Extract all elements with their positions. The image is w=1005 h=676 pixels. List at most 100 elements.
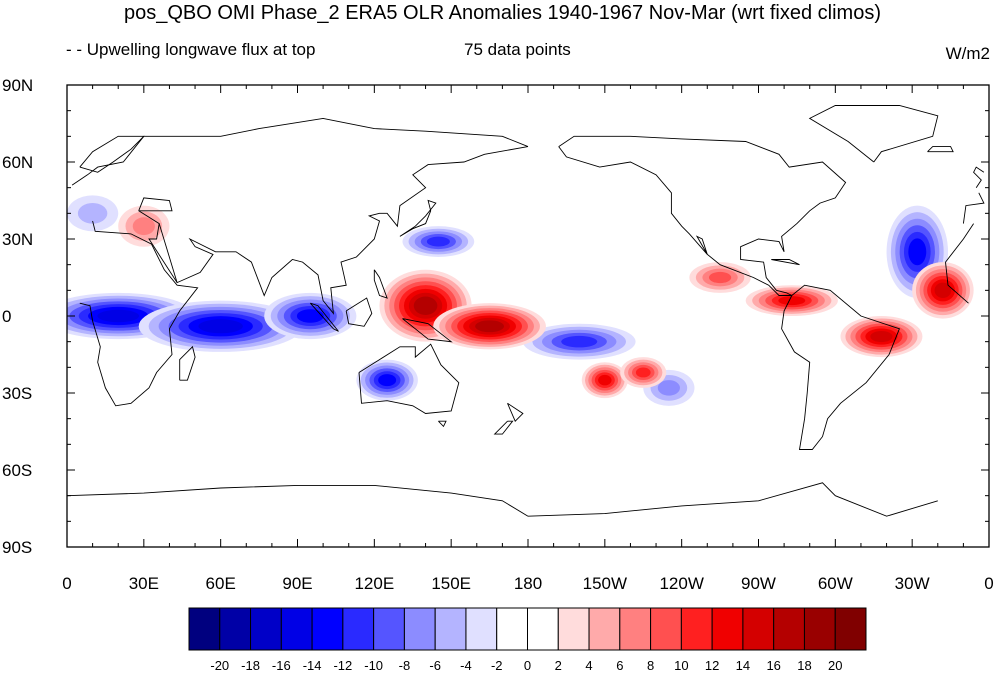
colorbar-label: -18	[241, 658, 260, 673]
coastline	[962, 192, 985, 224]
y-tick-label: 30S	[2, 384, 32, 403]
x-tick-label: 150W	[583, 574, 627, 593]
colorbar-swatch	[496, 607, 528, 651]
colorbar-swatch	[619, 607, 652, 651]
coastline	[771, 259, 800, 266]
coastline	[79, 220, 199, 407]
anomaly-feature	[118, 205, 170, 247]
anomaly-feature	[67, 195, 119, 232]
anomaly-contour	[97, 309, 140, 323]
y-tick-label: 90S	[2, 538, 32, 557]
coastline	[373, 269, 388, 299]
colorbar-label: 6	[616, 658, 623, 673]
data-points-subtitle: 75 data points	[464, 40, 571, 59]
anomaly-contour	[198, 319, 243, 334]
anomaly-contour	[475, 320, 505, 333]
colorbar-swatch	[219, 607, 252, 651]
anomaly-contour	[708, 271, 732, 284]
olr-anomaly-field	[67, 195, 974, 406]
units-label: W/m2	[945, 44, 990, 63]
x-tick-label: 120E	[354, 574, 394, 593]
x-tick-label: 60E	[206, 574, 236, 593]
colorbar-swatch	[711, 607, 744, 651]
colorbar-swatch	[680, 607, 713, 651]
coastline	[71, 117, 529, 186]
map-title: pos_QBO OMI Phase_2 ERA5 OLR Anomalies 1…	[124, 2, 881, 24]
colorbar-label: -2	[491, 658, 503, 673]
colorbar-label: -10	[364, 658, 383, 673]
colorbar-label: 4	[585, 658, 592, 673]
coastline	[345, 297, 373, 327]
colorbar-label: 2	[555, 658, 562, 673]
colorbar-label: -8	[399, 658, 411, 673]
colorbar-swatch	[280, 607, 313, 651]
coastline	[927, 146, 954, 153]
x-tick-label: 150E	[431, 574, 471, 593]
x-tick-label: 0	[62, 574, 71, 593]
colorbar-swatch	[742, 607, 775, 651]
coastline	[399, 199, 437, 237]
colorbar-swatch	[588, 607, 621, 651]
x-tick-label: 30W	[895, 574, 930, 593]
coastlines	[67, 105, 985, 517]
coastline	[558, 135, 847, 296]
anomaly-feature	[581, 362, 628, 399]
colorbar-label: -12	[333, 658, 352, 673]
colorbar-label: 12	[705, 658, 719, 673]
colorbar	[188, 607, 867, 651]
coastline	[158, 223, 178, 283]
coastline	[138, 146, 529, 315]
anomaly-contour	[77, 203, 108, 224]
anomaly-contour	[908, 238, 927, 266]
anomaly-feature	[402, 226, 475, 257]
colorbar-swatch	[465, 607, 498, 651]
anomaly-feature	[912, 262, 974, 319]
colorbar-label: 8	[647, 658, 654, 673]
y-tick-label: 60S	[2, 461, 32, 480]
anomaly-contour	[426, 236, 450, 247]
coastline	[973, 166, 985, 188]
y-tick-label: 0	[2, 307, 11, 326]
coastline	[493, 420, 514, 435]
y-tick-label: 60N	[2, 153, 33, 172]
coastline	[179, 345, 196, 381]
anomaly-contour	[561, 335, 598, 348]
colorbar-swatch	[773, 607, 805, 651]
colorbar-swatch	[650, 607, 682, 651]
colorbar-label: -6	[429, 658, 441, 673]
anomaly-contour	[378, 374, 397, 387]
anomaly-contour	[657, 380, 680, 396]
colorbar-label: 20	[828, 658, 842, 673]
colorbar-swatch	[557, 607, 590, 651]
coastline	[402, 318, 453, 343]
colorbar-label: -16	[272, 658, 291, 673]
coastline	[79, 135, 145, 173]
coastline	[945, 223, 974, 263]
coastline	[781, 284, 900, 450]
colorbar-swatch	[834, 607, 867, 651]
colorbar-swatch	[311, 607, 344, 651]
x-tick-label: 60W	[818, 574, 853, 593]
anomaly-contour	[598, 374, 612, 386]
y-tick-label: 30N	[2, 230, 33, 249]
anomaly-feature	[620, 357, 667, 388]
anomaly-contour	[870, 330, 893, 343]
anomaly-contour	[778, 296, 806, 306]
colorbar-label: 0	[524, 658, 531, 673]
colorbar-label: -4	[460, 658, 472, 673]
anomaly-feature	[264, 292, 357, 340]
coastline	[945, 262, 969, 304]
y-tick-label: 90N	[2, 76, 33, 95]
anomaly-feature	[745, 285, 838, 316]
colorbar-label: 14	[736, 658, 750, 673]
colorbar-label: 18	[797, 658, 811, 673]
colorbar-label: 10	[674, 658, 688, 673]
colorbar-label: 16	[766, 658, 780, 673]
colorbar-swatch	[527, 607, 559, 651]
x-tick-label: 90W	[741, 574, 776, 593]
anomaly-feature	[138, 300, 303, 352]
anomaly-contour	[635, 367, 651, 378]
coastline	[507, 402, 524, 422]
anomaly-feature	[379, 269, 472, 342]
x-tick-label: 30E	[129, 574, 159, 593]
